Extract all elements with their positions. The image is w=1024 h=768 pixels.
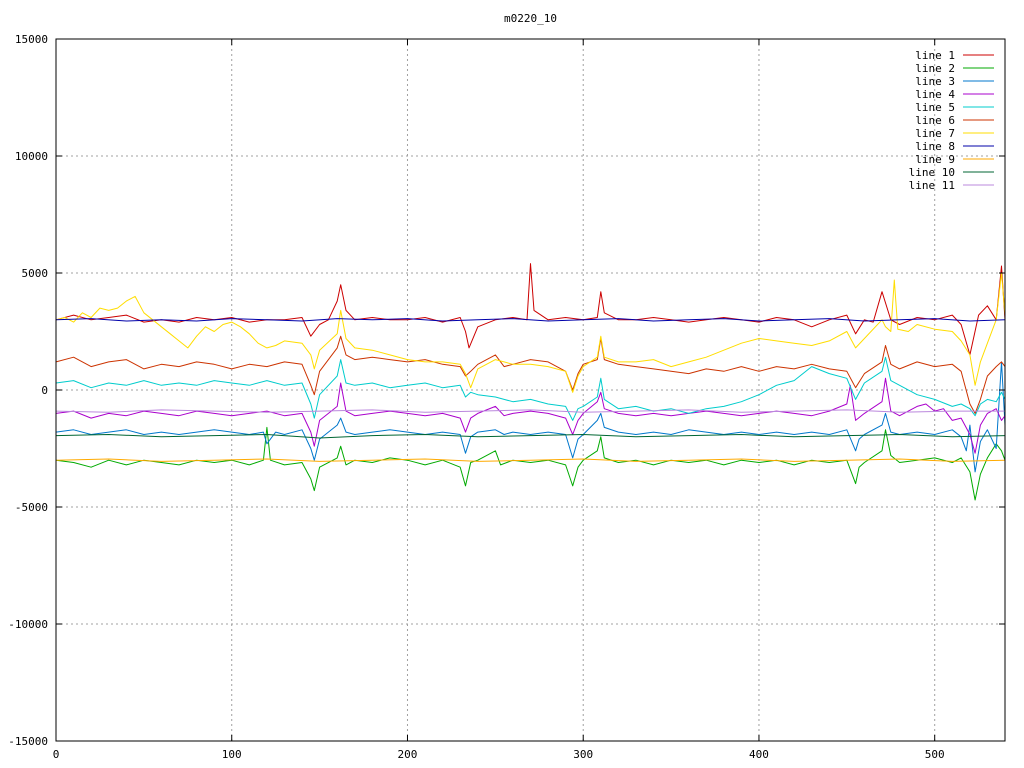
series-line-5: [55, 356, 1006, 421]
legend-label: line 5: [915, 101, 955, 114]
series-line-10: [55, 434, 1006, 439]
axis-ticks: 0 100 200 300 400 500 -15000 -10000 -5000 0 5000 10…: [8, 33, 1005, 761]
legend-label: line 6: [915, 114, 955, 127]
legend-label: line 7: [915, 127, 955, 140]
x-tick-label: 500: [925, 748, 945, 761]
x-tick-label: 200: [398, 748, 418, 761]
y-tick-label: 5000: [22, 267, 49, 280]
chart-title: m0220_10: [504, 12, 557, 25]
legend-label: line 9: [915, 153, 955, 166]
y-tick-label: -10000: [8, 618, 48, 631]
series-line-7: [55, 272, 1006, 393]
series-line-8: [55, 318, 1006, 322]
legend-label: line 2: [915, 62, 955, 75]
series-line-9: [55, 458, 1006, 462]
legend-label: line 11: [909, 179, 955, 192]
series-line-11: [55, 409, 1005, 413]
legend-label: line 10: [909, 166, 955, 179]
series-line-3: [55, 361, 1006, 473]
y-tick-label: 0: [41, 384, 48, 397]
y-tick-label: -15000: [8, 735, 48, 748]
y-tick-label: 15000: [15, 33, 48, 46]
y-tick-label: -5000: [15, 501, 48, 514]
x-tick-label: 100: [222, 748, 242, 761]
grid-lines: [56, 39, 1005, 741]
series-line-4: [55, 377, 1006, 454]
x-tick-label: 400: [749, 748, 769, 761]
legend-label: line 4: [915, 88, 955, 101]
series-group: [55, 263, 1006, 501]
legend-label: line 1: [915, 49, 955, 62]
x-tick-label: 0: [53, 748, 60, 761]
y-tick-label: 10000: [15, 150, 48, 163]
legend-label: line 3: [915, 75, 955, 88]
legend-label: line 8: [915, 140, 955, 153]
x-tick-label: 300: [573, 748, 593, 761]
